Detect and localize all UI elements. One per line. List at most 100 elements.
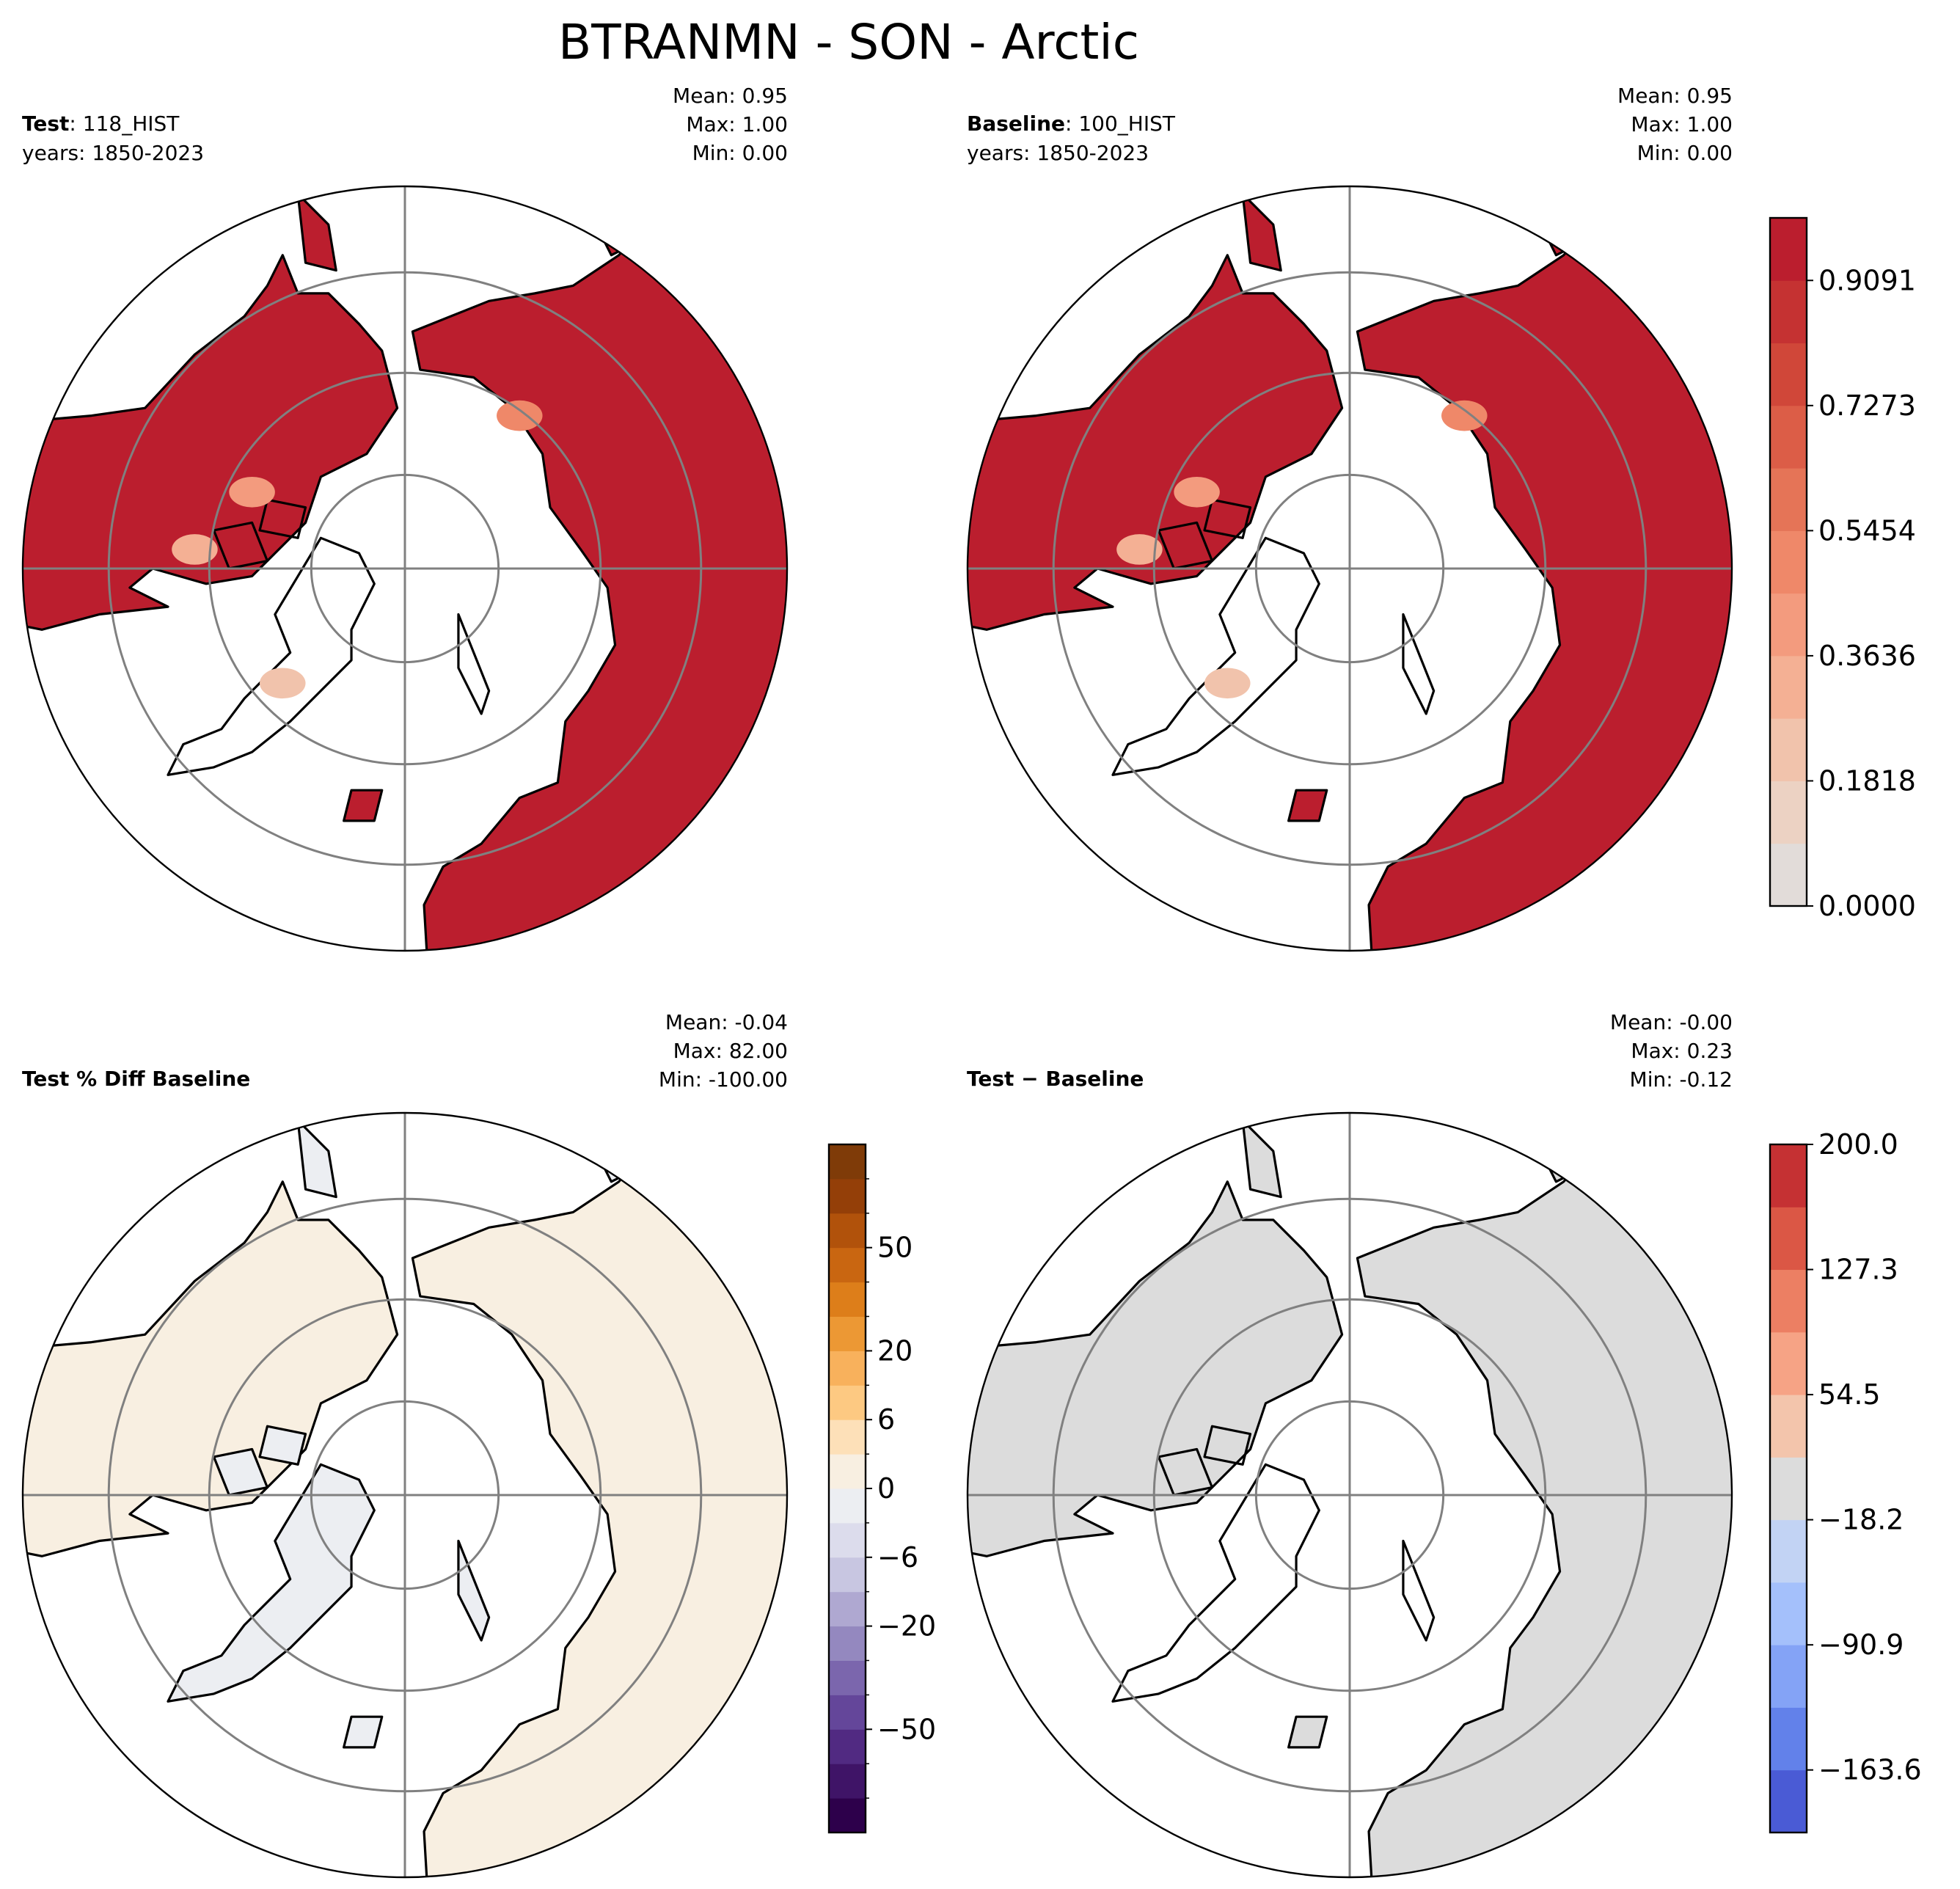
- baseline-map: [966, 185, 1733, 952]
- colorbar-band: [829, 1729, 866, 1764]
- transition-patch: [1441, 400, 1488, 431]
- coastline-eurasia: [23, 254, 399, 631]
- test-stat-max: Max: 1.00: [686, 112, 788, 136]
- colorbar-tick-label: −90.9: [1818, 1629, 1904, 1661]
- colorbar-band: [1770, 1582, 1807, 1645]
- colorbar-tick-label: 0.0000: [1818, 890, 1916, 922]
- coastline-islands: [212, 1425, 307, 1497]
- colorbar-btranmn: 0.9091 0.7273 0.5454 0.3636 0.1818 0.0000: [1769, 216, 1916, 922]
- colorbar-band: [1770, 655, 1807, 719]
- abs-diff-stat-max: Max: 0.23: [1631, 1039, 1733, 1063]
- colorbar-band: [829, 1454, 866, 1489]
- graticule-parallel-3: [107, 271, 703, 866]
- graticule-parallel-1: [1254, 1400, 1445, 1590]
- coastline-iceland: [1287, 1715, 1328, 1749]
- colorbar-band: [1770, 1331, 1807, 1395]
- test-years: years: 1850-2023: [22, 141, 204, 165]
- coastline-siberia: [1356, 1134, 1732, 1877]
- colorbar-band: [1770, 593, 1807, 657]
- test-label-bold: Test: [22, 112, 69, 136]
- coastline-siberia: [1356, 208, 1732, 951]
- colorbar-band: [829, 1316, 866, 1351]
- transition-patch: [260, 668, 306, 699]
- coastline-islands: [1157, 498, 1252, 570]
- coastline-iceland: [343, 789, 384, 822]
- coastline-nz: [1241, 192, 1282, 272]
- map-boundary: [966, 185, 1733, 952]
- colorbar-tick-label: −18.2: [1818, 1504, 1904, 1536]
- abs-diff-stat-min: Min: -0.12: [1630, 1067, 1733, 1092]
- colorbar-band: [1770, 530, 1807, 594]
- graticule-parallel-2: [208, 371, 602, 766]
- coastline-nz: [1241, 1119, 1282, 1199]
- colorbar-tick-label: −50: [877, 1713, 936, 1745]
- colorbar-tick-label: 0.5454: [1818, 514, 1916, 547]
- map-content: [968, 1113, 1732, 1877]
- colorbar-band: [1770, 280, 1807, 344]
- graticule-parallel-2: [1152, 371, 1547, 766]
- colorbar-band: [829, 1282, 866, 1317]
- colorbar-band: [829, 1764, 866, 1799]
- colorbar-band: [1770, 1707, 1807, 1771]
- colorbar-band: [829, 1420, 866, 1455]
- colorbar-band: [1770, 1207, 1807, 1271]
- pct-diff-panel-label: Test % Diff Baseline: [22, 1067, 250, 1091]
- colorbar-tick-label: 20: [877, 1334, 913, 1367]
- colorbar-band: [829, 1351, 866, 1386]
- colorbar-band: [829, 1557, 866, 1593]
- test-stat-mean: Mean: 0.95: [673, 84, 788, 108]
- figure-title: BTRANMN - SON - Arctic: [558, 14, 1139, 70]
- coastline-eurasia: [23, 1180, 399, 1557]
- colorbar-band: [1770, 468, 1807, 531]
- coastline-iceland: [1287, 789, 1328, 822]
- graticule-parallel-1: [1254, 473, 1445, 664]
- coastline-siberia: [411, 208, 787, 951]
- colorbar-band: [1770, 1144, 1807, 1207]
- baseline-stat-mean: Mean: 0.95: [1617, 84, 1733, 108]
- abs-diff-map: [966, 1111, 1733, 1879]
- colorbar-pct-diff: 50 20 6 0 −6 −20 −50: [827, 1143, 936, 1834]
- colorbar-band: [1770, 1395, 1807, 1458]
- transition-patch: [1116, 534, 1163, 565]
- baseline-label-bold: Baseline: [967, 112, 1065, 136]
- graticule-parallel-3: [1052, 271, 1648, 866]
- colorbar-tick-label: −6: [877, 1541, 918, 1574]
- coastline-eurasia: [968, 1180, 1344, 1557]
- baseline-stat-min: Min: 0.00: [1637, 141, 1733, 165]
- colorbar-band: [829, 1660, 866, 1695]
- colorbar-frame: [1769, 1143, 1808, 1834]
- baseline-panel-label: Baseline: 100_HIST: [967, 112, 1176, 136]
- colorbar-band: [1770, 718, 1807, 781]
- colorbar-tick-label: 0: [877, 1472, 895, 1505]
- test-panel-label: Test: 118_HIST: [22, 112, 180, 136]
- colorbar-band: [1770, 1769, 1807, 1833]
- pct-diff-stat-min: Min: -100.00: [659, 1067, 788, 1092]
- colorbar-band: [829, 1385, 866, 1420]
- graticule-parallel-3: [107, 1197, 703, 1793]
- colorbar-tick-label: 0.3636: [1818, 640, 1916, 672]
- colorbar-band: [1770, 218, 1807, 281]
- transition-patch: [172, 534, 218, 565]
- colorbar-band: [1770, 405, 1807, 469]
- map-content: [23, 186, 787, 951]
- colorbar-tick-label: 200.0: [1818, 1128, 1898, 1161]
- coastline-siberia: [411, 1134, 787, 1877]
- graticule-parallel-1: [310, 1400, 500, 1590]
- colorbar-band: [829, 1522, 866, 1558]
- coastline-greenland: [1111, 536, 1320, 776]
- coastline-greenland: [167, 536, 376, 776]
- transition-patch: [497, 400, 543, 431]
- transition-patch: [229, 476, 275, 508]
- colorbar-band: [1770, 1519, 1807, 1583]
- land-layer: [968, 192, 1732, 951]
- colorbar-band: [829, 1488, 866, 1524]
- colorbar-tick-label: 0.9091: [1818, 264, 1916, 296]
- coastline-novaya: [1402, 1539, 1436, 1642]
- colorbar-tick-label: −163.6: [1818, 1754, 1922, 1786]
- graticule-parallel-3: [1052, 1197, 1648, 1793]
- colorbar-band: [829, 1695, 866, 1730]
- colorbar-tick-label: 0.7273: [1818, 390, 1916, 422]
- map-content: [968, 186, 1732, 951]
- graticule-parallel-2: [1152, 1298, 1547, 1692]
